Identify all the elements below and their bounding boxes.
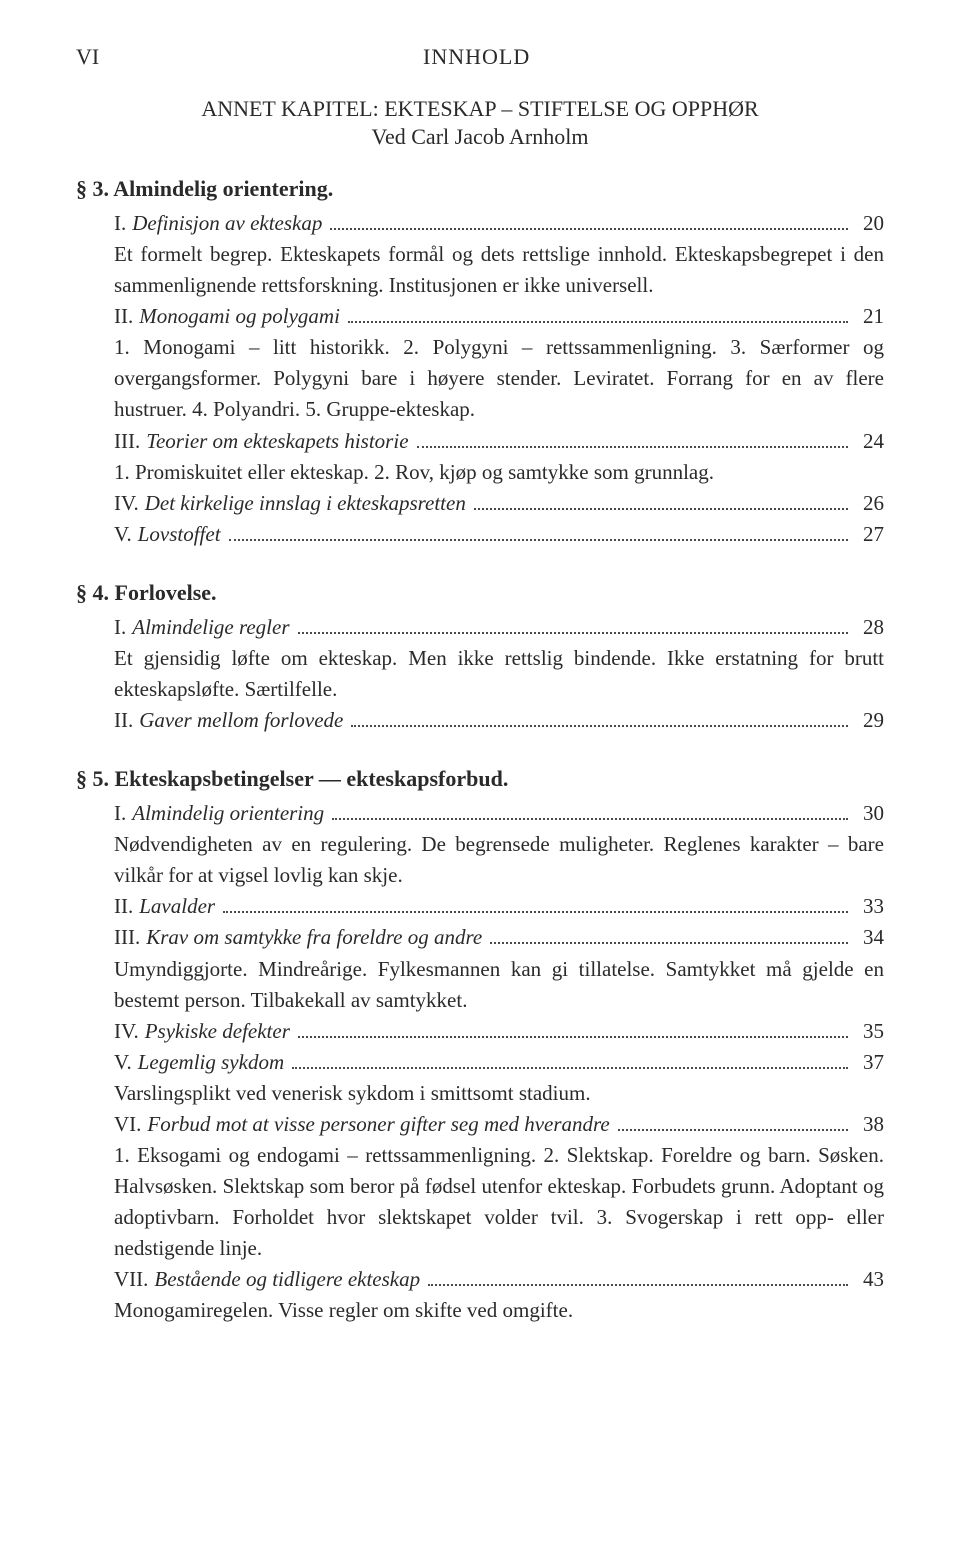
- entry-label: II.: [114, 301, 139, 332]
- entry-body: 1. Promiskuitet eller ekteskap. 2. Rov, …: [114, 457, 884, 488]
- leader-dots: [351, 706, 848, 727]
- entry-page: 33: [854, 891, 884, 922]
- leader-dots: [348, 302, 848, 323]
- leader-dots: [618, 1110, 848, 1131]
- entry-title: Teorier om ekteskapets historie: [146, 426, 412, 457]
- leader-dots: [298, 1017, 848, 1038]
- toc-entry: II. Monogami og polygami 21 1. Monogami …: [76, 301, 884, 425]
- entry-title: Bestående og tidligere ekteskap: [154, 1264, 424, 1295]
- entry-label: III.: [114, 426, 146, 457]
- entry-label: IV.: [114, 488, 145, 519]
- entry-title: Monogami og polygami: [139, 301, 344, 332]
- entry-page: 24: [854, 426, 884, 457]
- entry-label: I.: [114, 208, 132, 239]
- leader-dots: [332, 799, 848, 820]
- entry-title: Legemlig sykdom: [138, 1047, 288, 1078]
- leader-dots: [490, 924, 848, 945]
- entry-label: II.: [114, 891, 139, 922]
- entry-page: 21: [854, 301, 884, 332]
- entry-title: Forbud mot at visse personer gifter seg …: [147, 1109, 613, 1140]
- chapter-heading: ANNET KAPITEL: EKTESKAP – STIFTELSE OG O…: [76, 96, 884, 150]
- entry-label: V.: [114, 1047, 138, 1078]
- entry-label: II.: [114, 705, 139, 736]
- entry-body: Monogamiregelen. Visse regler om skifte …: [114, 1295, 884, 1326]
- toc-entry: V. Lovstoffet 27: [76, 519, 884, 550]
- entry-title: Lovstoffet: [138, 519, 225, 550]
- entry-page: 30: [854, 798, 884, 829]
- entry-title: Lavalder: [139, 891, 219, 922]
- entry-label: V.: [114, 519, 138, 550]
- entry-label: I.: [114, 798, 132, 829]
- entry-page: 26: [854, 488, 884, 519]
- chapter-title: ANNET KAPITEL: EKTESKAP – STIFTELSE OG O…: [76, 96, 884, 122]
- entry-body: Varslingsplikt ved venerisk sykdom i smi…: [114, 1078, 884, 1109]
- leader-dots: [330, 209, 848, 230]
- entry-body: 1. Monogami – litt historikk. 2. Polygyn…: [114, 332, 884, 425]
- entry-label: VII.: [114, 1264, 154, 1295]
- toc-entry: III. Krav om samtykke fra foreldre og an…: [76, 922, 884, 1015]
- leader-dots: [474, 489, 848, 510]
- toc-entry: VI. Forbud mot at visse personer gifter …: [76, 1109, 884, 1264]
- toc-entry: I. Almindelige regler 28 Et gjensidig lø…: [76, 612, 884, 705]
- leader-dots: [229, 520, 848, 541]
- section-heading: § 4. Forlovelse.: [76, 580, 884, 606]
- entry-body: 1. Eksogami og endogami – rettssammenlig…: [114, 1140, 884, 1264]
- entry-page: 38: [854, 1109, 884, 1140]
- entry-title: Det kirkelige innslag i ekteskapsretten: [145, 488, 470, 519]
- entry-title: Almindelige regler: [132, 612, 293, 643]
- header-spacer: [854, 44, 884, 70]
- entry-title: Definisjon av ekteskap: [132, 208, 326, 239]
- entry-page: 34: [854, 922, 884, 953]
- leader-dots: [292, 1048, 848, 1069]
- entry-page: 35: [854, 1016, 884, 1047]
- toc-entry: III. Teorier om ekteskapets historie 24 …: [76, 426, 884, 488]
- toc-entry: VII. Bestående og tidligere ekteskap 43 …: [76, 1264, 884, 1326]
- toc-entry: IV. Psykiske defekter 35: [76, 1016, 884, 1047]
- leader-dots: [428, 1265, 848, 1286]
- entry-title: Krav om samtykke fra foreldre og andre: [146, 922, 486, 953]
- toc-entry: I. Almindelig orientering 30 Nødvendighe…: [76, 798, 884, 891]
- toc-entry: IV. Det kirkelige innslag i ekteskapsret…: [76, 488, 884, 519]
- section-5: § 5. Ekteskapsbetingelser — ekteskapsfor…: [76, 766, 884, 1326]
- toc-entry: II. Lavalder 33: [76, 891, 884, 922]
- section-heading: § 3. Almindelig orientering.: [76, 176, 884, 202]
- entry-page: 43: [854, 1264, 884, 1295]
- entry-title: Almindelig orientering: [132, 798, 328, 829]
- entry-label: IV.: [114, 1016, 145, 1047]
- section-3: § 3. Almindelig orientering. I. Definisj…: [76, 176, 884, 550]
- entry-page: 27: [854, 519, 884, 550]
- entry-page: 28: [854, 612, 884, 643]
- entry-page: 29: [854, 705, 884, 736]
- chapter-author: Ved Carl Jacob Arnholm: [76, 124, 884, 150]
- entry-label: VI.: [114, 1109, 147, 1140]
- entry-label: I.: [114, 612, 132, 643]
- entry-body: Et formelt begrep. Ekteskapets formål og…: [114, 239, 884, 301]
- leader-dots: [417, 427, 848, 448]
- entry-title: Gaver mellom forlovede: [139, 705, 347, 736]
- entry-label: III.: [114, 922, 146, 953]
- leader-dots: [298, 613, 848, 634]
- leader-dots: [223, 893, 848, 914]
- entry-body: Nødvendigheten av en regulering. De begr…: [114, 829, 884, 891]
- page-header: VI INNHOLD: [76, 44, 884, 70]
- toc-entry: I. Definisjon av ekteskap 20 Et formelt …: [76, 208, 884, 301]
- entry-title: Psykiske defekter: [145, 1016, 294, 1047]
- toc-entry: V. Legemlig sykdom 37 Varslingsplikt ved…: [76, 1047, 884, 1109]
- page-number-roman: VI: [76, 44, 99, 70]
- page-container: VI INNHOLD ANNET KAPITEL: EKTESKAP – STI…: [0, 0, 960, 1401]
- section-heading: § 5. Ekteskapsbetingelser — ekteskapsfor…: [76, 766, 884, 792]
- entry-body: Umyndiggjorte. Mindreårige. Fylkesmannen…: [114, 954, 884, 1016]
- entry-body: Et gjensidig løfte om ekteskap. Men ikke…: [114, 643, 884, 705]
- entry-page: 37: [854, 1047, 884, 1078]
- section-4: § 4. Forlovelse. I. Almindelige regler 2…: [76, 580, 884, 736]
- entry-page: 20: [854, 208, 884, 239]
- running-head: INNHOLD: [423, 44, 530, 70]
- toc-entry: II. Gaver mellom forlovede 29: [76, 705, 884, 736]
